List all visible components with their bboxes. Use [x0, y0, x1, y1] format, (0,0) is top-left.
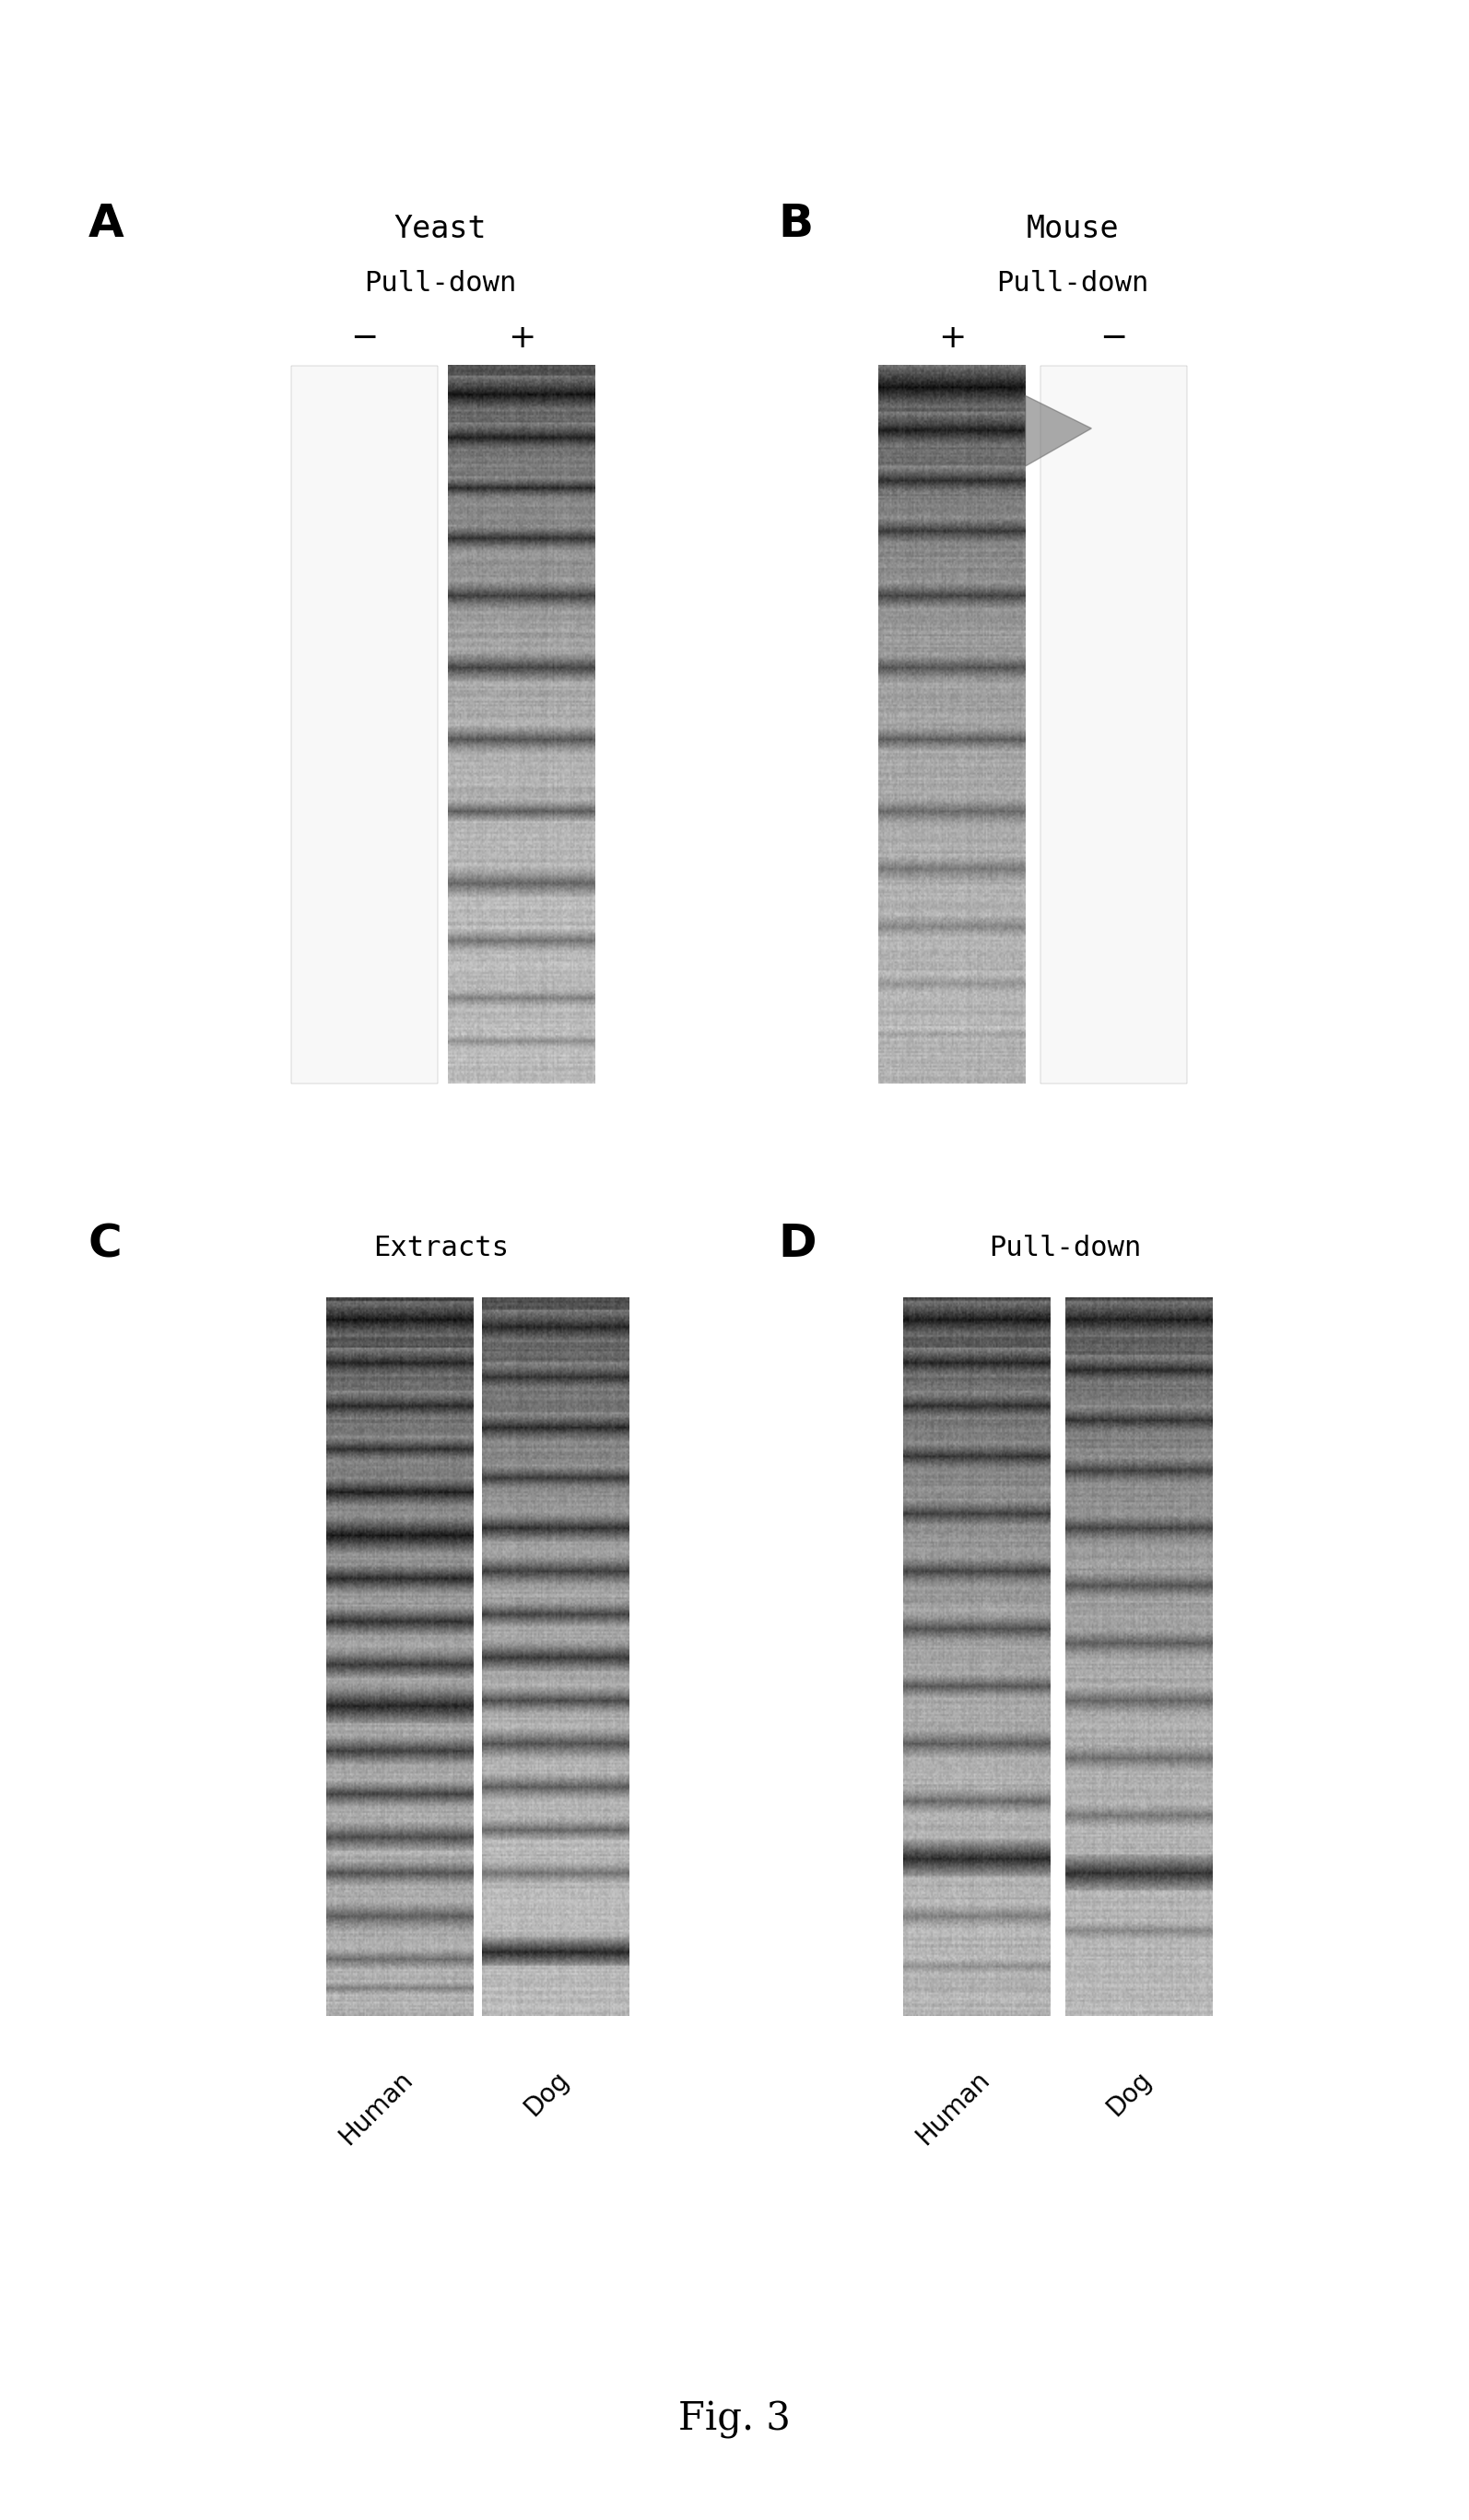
Bar [1040, 365, 1187, 1084]
Text: Mouse: Mouse [1025, 214, 1119, 244]
Text: Dog: Dog [519, 2066, 573, 2122]
Text: +: + [507, 323, 536, 353]
Text: Dog: Dog [1102, 2066, 1156, 2122]
Text: C: C [88, 1222, 122, 1268]
Text: Human: Human [912, 2066, 995, 2150]
Text: D: D [779, 1222, 817, 1268]
Text: Yeast: Yeast [394, 214, 488, 244]
Text: A: A [88, 202, 123, 247]
Text: −: − [1100, 323, 1127, 353]
Text: Pull-down: Pull-down [989, 1235, 1141, 1263]
Text: Extracts: Extracts [373, 1235, 508, 1263]
Text: Pull-down: Pull-down [364, 270, 517, 297]
Text: −: − [351, 323, 378, 353]
Polygon shape [1025, 396, 1091, 466]
Text: Pull-down: Pull-down [996, 270, 1149, 297]
Text: Human: Human [335, 2066, 417, 2150]
Text: B: B [779, 202, 814, 247]
Text: Fig. 3: Fig. 3 [679, 2399, 790, 2439]
Text: +: + [937, 323, 967, 353]
Bar [291, 365, 438, 1084]
